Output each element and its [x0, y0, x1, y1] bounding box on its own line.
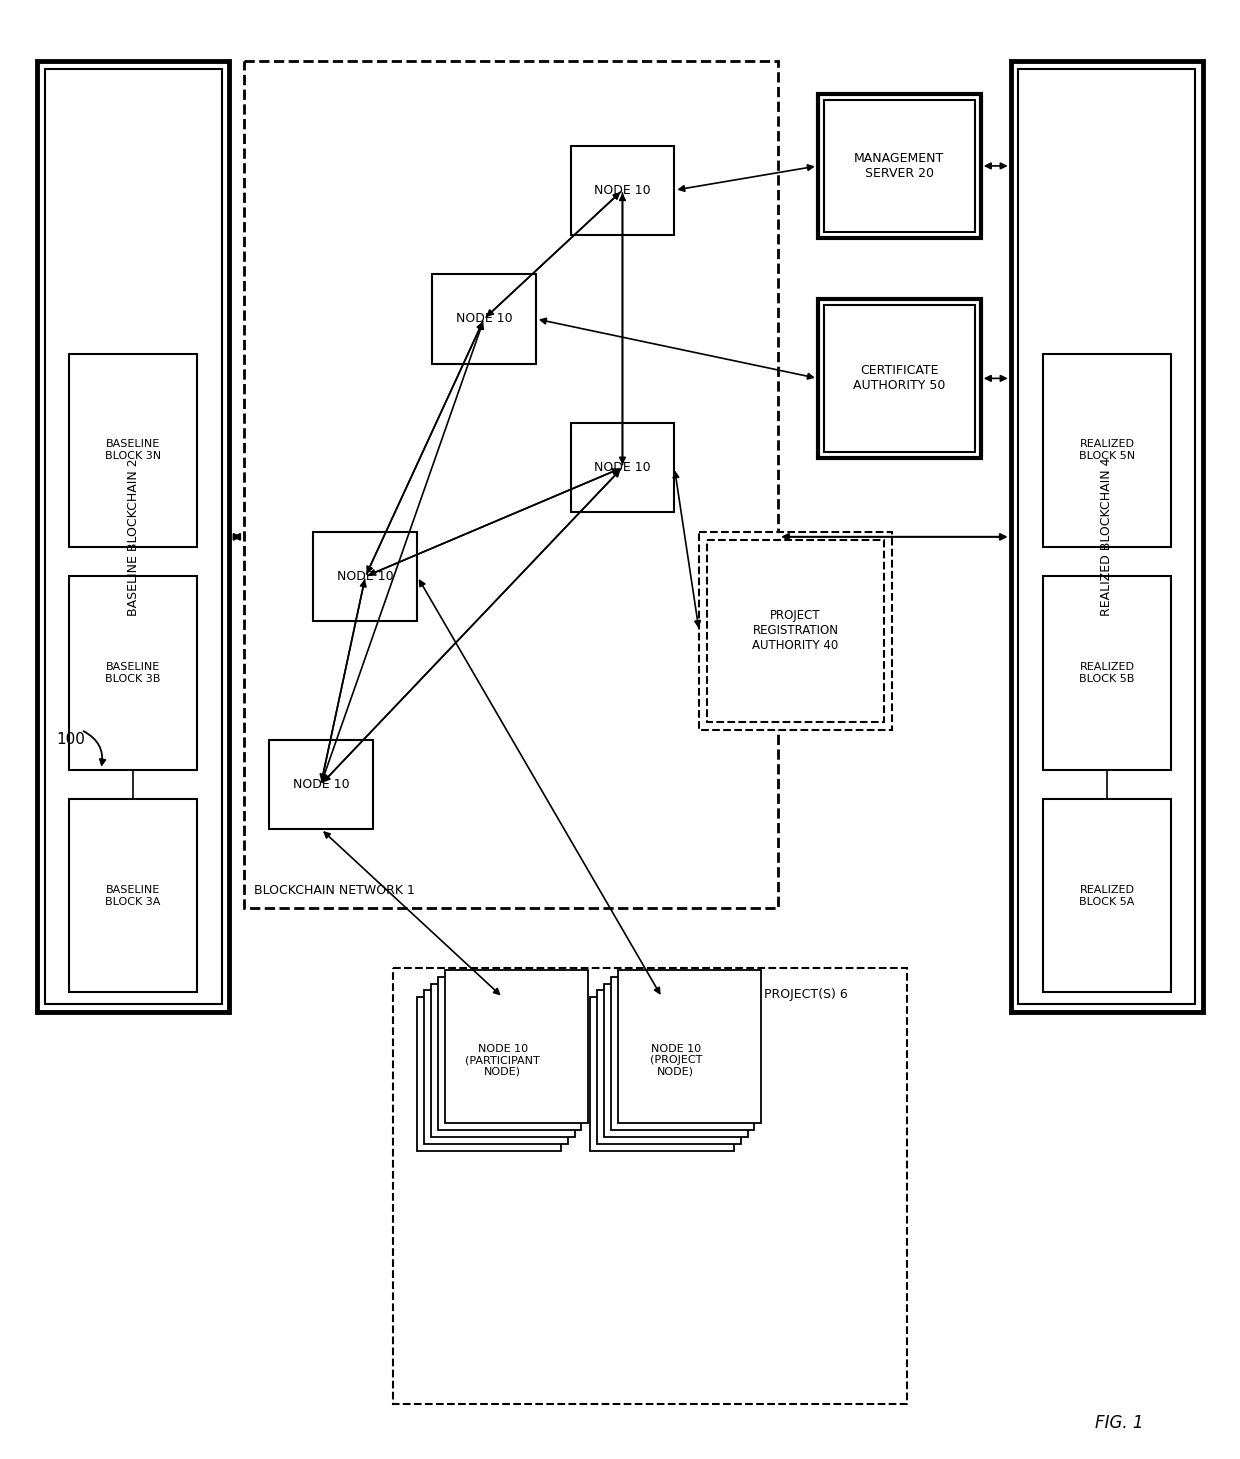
Text: BLOCKCHAIN NETWORK 1: BLOCKCHAIN NETWORK 1: [254, 884, 415, 897]
Bar: [817, 95, 981, 238]
Bar: [1043, 353, 1172, 547]
Text: 100: 100: [56, 732, 86, 747]
Bar: [37, 61, 229, 1013]
Bar: [707, 540, 884, 722]
Bar: [570, 423, 675, 512]
Bar: [68, 576, 197, 769]
Bar: [570, 146, 675, 235]
Text: BASELINE
BLOCK 3A: BASELINE BLOCK 3A: [105, 886, 161, 906]
Bar: [618, 970, 761, 1123]
Bar: [269, 740, 373, 829]
Bar: [604, 983, 748, 1137]
Text: REALIZED BLOCKCHAIN 4: REALIZED BLOCKCHAIN 4: [1100, 458, 1114, 616]
Bar: [445, 970, 588, 1123]
Bar: [817, 299, 981, 458]
Text: NODE 10
(PROJECT
NODE): NODE 10 (PROJECT NODE): [650, 1043, 702, 1077]
Bar: [393, 967, 906, 1404]
Text: NODE 10: NODE 10: [337, 570, 393, 584]
Text: BASELINE BLOCKCHAIN 2: BASELINE BLOCKCHAIN 2: [126, 458, 140, 616]
Text: PROJECT
REGISTRATION
AUTHORITY 40: PROJECT REGISTRATION AUTHORITY 40: [753, 610, 838, 652]
Text: NODE 10: NODE 10: [456, 312, 512, 325]
Bar: [432, 274, 536, 363]
Bar: [68, 353, 197, 547]
Bar: [1043, 800, 1172, 992]
Bar: [314, 533, 418, 622]
Bar: [432, 983, 574, 1137]
Text: REALIZED
BLOCK 5B: REALIZED BLOCK 5B: [1079, 662, 1135, 684]
Bar: [1018, 70, 1195, 1004]
Text: REALIZED
BLOCK 5A: REALIZED BLOCK 5A: [1079, 886, 1135, 906]
Bar: [45, 70, 222, 1004]
Text: NODE 10
(PARTICIPANT
NODE): NODE 10 (PARTICIPANT NODE): [465, 1043, 541, 1077]
Text: FIG. 1: FIG. 1: [1095, 1414, 1143, 1433]
Bar: [590, 998, 734, 1151]
Text: BASELINE
BLOCK 3B: BASELINE BLOCK 3B: [105, 662, 161, 684]
Bar: [1043, 576, 1172, 769]
Bar: [68, 800, 197, 992]
Bar: [823, 305, 975, 452]
Text: MANAGEMENT
SERVER 20: MANAGEMENT SERVER 20: [854, 152, 945, 179]
Text: PROJECT(S) 6: PROJECT(S) 6: [764, 988, 847, 1001]
Bar: [418, 998, 560, 1151]
Bar: [424, 991, 568, 1144]
Bar: [244, 61, 779, 909]
Text: BASELINE
BLOCK 3N: BASELINE BLOCK 3N: [105, 439, 161, 461]
Text: CERTIFICATE
AUTHORITY 50: CERTIFICATE AUTHORITY 50: [853, 365, 946, 392]
Bar: [699, 533, 892, 730]
Bar: [823, 101, 975, 232]
Bar: [611, 976, 754, 1131]
Bar: [438, 976, 582, 1131]
Bar: [598, 991, 740, 1144]
Text: NODE 10: NODE 10: [293, 778, 350, 791]
Text: NODE 10: NODE 10: [594, 461, 651, 474]
Text: REALIZED
BLOCK 5N: REALIZED BLOCK 5N: [1079, 439, 1135, 461]
Bar: [1011, 61, 1203, 1013]
Text: NODE 10: NODE 10: [594, 184, 651, 197]
